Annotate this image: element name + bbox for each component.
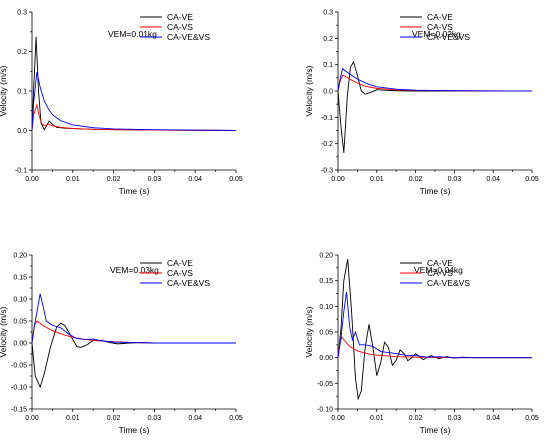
x-tick-label: 0.05 — [525, 415, 539, 422]
y-tick-label: 0.1 — [17, 89, 27, 96]
y-tick-label: 0.05 — [13, 319, 27, 326]
y-axis-label: Velocity (m/s) — [0, 306, 8, 357]
x-axis-label: Time (s) — [420, 186, 451, 196]
y-tick-label: -0.2 — [321, 141, 333, 148]
x-axis-label: Time (s) — [119, 186, 150, 196]
y-tick-label: 0.0 — [323, 89, 333, 96]
x-tick-label: 0.00 — [331, 176, 345, 183]
legend-label: CA-VE&VS — [427, 32, 470, 42]
x-tick-label: 0.02 — [409, 415, 423, 422]
x-tick-label: 0.01 — [370, 415, 384, 422]
series-line-ca-ve — [338, 60, 532, 153]
x-tick-label: 0.03 — [148, 415, 162, 422]
chart-panel-2: 0.00 0.01 0.02 0.03 0.04 0.05 -0.3 -0.2 -0.1 0.0 0… — [304, 10, 539, 197]
vem-annotation: VEM=0.04kg — [414, 265, 463, 275]
x-tick-label: 0.03 — [148, 176, 162, 183]
y-tick-label: 0.3 — [323, 10, 333, 17]
vem-annotation: VEM=0.03kg — [110, 265, 159, 275]
y-tick-label: -0.10 — [317, 407, 333, 414]
y-tick-label: 0.2 — [17, 49, 27, 56]
vem-annotation: VEM=0.01kg — [108, 29, 157, 39]
y-axis-label: Velocity (m/s) — [0, 65, 8, 116]
x-tick-label: 0.01 — [66, 415, 80, 422]
x-tick-label: 0.04 — [188, 176, 202, 183]
chart-panel-1: 0.00 0.01 0.02 0.03 0.04 0.05 -0.1 0.0 0.1 0.2 0.3… — [0, 10, 243, 197]
y-tick-label: -0.10 — [11, 385, 27, 392]
y-tick-label: 0.2 — [323, 36, 333, 43]
x-tick-label: 0.04 — [486, 415, 500, 422]
x-tick-label: 0.04 — [188, 415, 202, 422]
y-tick-label: -0.05 — [317, 381, 333, 388]
series-line-ca-ve-vs — [32, 293, 236, 344]
y-tick-label: 0.20 — [319, 253, 333, 260]
legend-label: CA-VE — [167, 258, 193, 268]
legend-label: CA-VE&VS — [167, 32, 210, 42]
y-tick-label: -0.15 — [11, 407, 27, 414]
x-tick-label: 0.00 — [331, 415, 345, 422]
y-axis-label: Velocity (m/s) — [304, 306, 314, 357]
series-line-ca-ve — [338, 259, 532, 401]
series-line-ca-vs — [338, 336, 532, 359]
chart-panel-4: 0.00 0.01 0.02 0.03 0.04 0.05 -0.10 -0.05 0.00 0.… — [304, 253, 539, 436]
y-tick-label: 0.15 — [13, 275, 27, 282]
y-tick-label: -0.1 — [15, 168, 27, 175]
y-tick-label: 0.15 — [319, 278, 333, 285]
x-tick-label: 0.00 — [25, 415, 39, 422]
x-axis-label: Time (s) — [119, 425, 150, 435]
y-tick-label: -0.05 — [11, 363, 27, 370]
y-tick-label: 0.20 — [13, 253, 27, 260]
y-tick-label: 0.3 — [17, 10, 27, 17]
series-line-ca-ve — [32, 322, 236, 389]
x-tick-label: 0.00 — [25, 176, 39, 183]
legend-label: CA-VE — [167, 12, 193, 22]
legend-label: CA-VE — [427, 12, 453, 22]
y-axis-label: Velocity (m/s) — [304, 65, 314, 116]
y-tick-label: 0.05 — [319, 330, 333, 337]
vem-annotation: VEM=0.02kg — [412, 29, 461, 39]
series-line-ca-ve-vs — [32, 71, 237, 131]
legend-label: CA-VE — [427, 258, 453, 268]
y-tick-label: -0.1 — [321, 115, 333, 122]
y-tick-label: 0.0 — [17, 128, 27, 135]
chart-panel-3: 0.00 0.01 0.02 0.03 0.04 0.05 -0.15 -0.10 -0.05 0… — [0, 253, 243, 436]
x-tick-label: 0.02 — [107, 415, 121, 422]
x-axis-label: Time (s) — [420, 425, 451, 435]
legend-label: CA-VS — [167, 268, 193, 278]
x-tick-label: 0.02 — [107, 176, 121, 183]
x-tick-label: 0.05 — [229, 415, 243, 422]
x-tick-label: 0.05 — [525, 176, 539, 183]
legend-label: CA-VE&VS — [167, 278, 210, 288]
series-line-ca-ve — [32, 36, 237, 131]
x-tick-label: 0.03 — [448, 176, 462, 183]
x-tick-label: 0.02 — [409, 176, 423, 183]
legend-label: CA-VS — [427, 22, 453, 32]
x-tick-label: 0.03 — [448, 415, 462, 422]
x-tick-label: 0.04 — [486, 176, 500, 183]
y-tick-label: 0.00 — [13, 341, 27, 348]
legend-label: CA-VE&VS — [427, 278, 470, 288]
legend-label: CA-VS — [427, 268, 453, 278]
series-line-ca-vs — [32, 103, 237, 131]
y-tick-label: 0.10 — [13, 297, 27, 304]
y-tick-label: -0.3 — [321, 168, 333, 175]
legend-label: CA-VS — [167, 22, 193, 32]
y-tick-label: 0.10 — [319, 304, 333, 311]
x-tick-label: 0.05 — [229, 176, 243, 183]
y-tick-label: 0.00 — [319, 355, 333, 362]
x-tick-label: 0.01 — [370, 176, 384, 183]
series-line-ca-ve-vs — [338, 291, 532, 359]
x-tick-label: 0.01 — [66, 176, 80, 183]
series-line-ca-ve-vs — [338, 67, 533, 92]
y-tick-label: 0.1 — [323, 62, 333, 69]
